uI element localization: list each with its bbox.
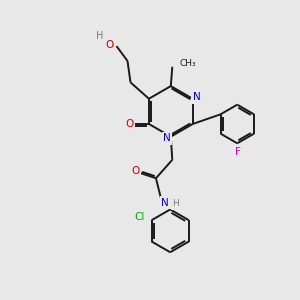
- Text: O: O: [131, 167, 139, 176]
- Text: Cl: Cl: [134, 212, 144, 222]
- Text: O: O: [125, 119, 133, 129]
- Text: F: F: [235, 147, 241, 157]
- Text: CH₃: CH₃: [180, 59, 196, 68]
- Text: N: N: [163, 133, 171, 143]
- Text: H: H: [172, 199, 179, 208]
- Text: N: N: [193, 92, 200, 102]
- Text: O: O: [106, 40, 114, 50]
- Text: N: N: [161, 198, 169, 208]
- Text: H: H: [96, 31, 103, 41]
